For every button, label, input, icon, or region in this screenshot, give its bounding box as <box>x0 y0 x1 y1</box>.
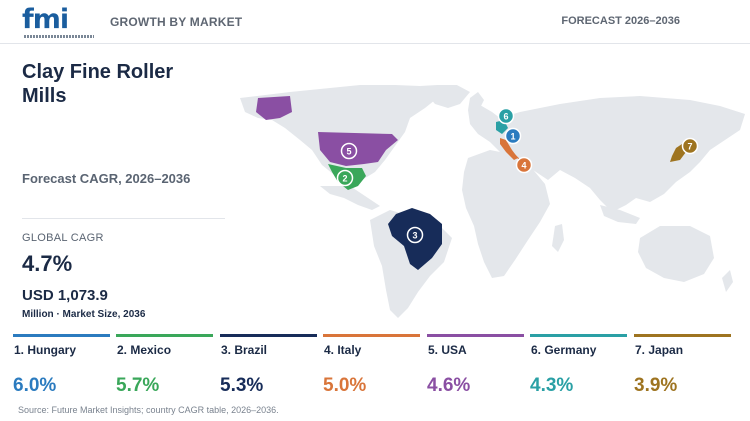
marker-2-mexico: 2 <box>336 169 354 187</box>
marker-1-hungary: 1 <box>504 127 522 145</box>
card-accent-bar <box>634 334 731 337</box>
world-map: 5 2 3 6 1 4 7 <box>240 85 745 318</box>
divider <box>22 218 225 219</box>
market-card-japan[interactable]: 7. Japan 3.9% <box>634 334 731 404</box>
market-card-brazil[interactable]: 3. Brazil 5.3% <box>220 334 317 404</box>
svg-text:2: 2 <box>342 174 347 184</box>
card-accent-bar <box>220 334 317 337</box>
market-name: 3. Brazil <box>221 343 268 357</box>
market-cagr: 5.0% <box>323 375 367 396</box>
market-card-hungary[interactable]: 1. Hungary 6.0% <box>13 334 110 404</box>
market-cards: 1. Hungary 6.0% 2. Mexico 5.7% 3. Brazil… <box>13 334 737 404</box>
card-accent-bar <box>427 334 524 337</box>
market-card-italy[interactable]: 4. Italy 5.0% <box>323 334 420 404</box>
marker-5-usa: 5 <box>340 142 358 160</box>
world-land <box>240 85 745 318</box>
card-accent-bar <box>13 334 110 337</box>
header-bar: fmi GROWTH BY MARKET FORECAST 2026–2036 <box>0 0 750 44</box>
japan-shape <box>670 144 686 162</box>
source-note: Source: Future Market Insights; country … <box>18 405 279 415</box>
market-cagr: 3.9% <box>634 375 678 396</box>
marker-4-italy: 4 <box>515 156 533 174</box>
logo-tagline-mark <box>24 35 94 38</box>
market-card-germany[interactable]: 6. Germany 4.3% <box>530 334 627 404</box>
market-name: 6. Germany <box>531 343 597 357</box>
marker-7-japan: 7 <box>681 137 699 155</box>
market-name: 5. USA <box>428 343 467 357</box>
svg-text:5: 5 <box>346 147 351 157</box>
svg-text:4: 4 <box>521 161 526 171</box>
market-cagr: 4.3% <box>530 375 574 396</box>
marker-3-brazil: 3 <box>406 226 424 244</box>
card-accent-bar <box>116 334 213 337</box>
page-title: Clay Fine Roller Mills <box>22 61 174 107</box>
header-forecast-label: FORECAST 2026–2036 <box>561 15 680 27</box>
usa-shape <box>256 96 398 166</box>
market-name: 1. Hungary <box>14 343 77 357</box>
global-cagr-label: GLOBAL CAGR <box>22 232 104 244</box>
market-size-value: USD 1,073.9 <box>22 287 108 304</box>
global-cagr-value: 4.7% <box>22 251 73 276</box>
market-cagr: 4.6% <box>427 375 471 396</box>
market-name: 2. Mexico <box>117 343 172 357</box>
svg-text:1: 1 <box>510 132 515 142</box>
market-name: 7. Japan <box>635 343 684 357</box>
svg-text:7: 7 <box>687 142 692 152</box>
svg-text:3: 3 <box>412 231 417 241</box>
logo-wordmark: fmi <box>22 4 69 35</box>
market-card-mexico[interactable]: 2. Mexico 5.7% <box>116 334 213 404</box>
market-cagr: 6.0% <box>13 375 57 396</box>
marker-6-germany: 6 <box>497 107 515 125</box>
market-cagr: 5.7% <box>116 375 160 396</box>
header-section-label: GROWTH BY MARKET <box>110 15 243 29</box>
market-name: 4. Italy <box>324 343 362 357</box>
market-size-caption: Million · Market Size, 2036 <box>22 309 146 320</box>
svg-text:6: 6 <box>503 112 508 122</box>
fmi-logo[interactable]: fmi <box>22 6 94 42</box>
page-subtitle: Forecast CAGR, 2026–2036 <box>22 171 191 186</box>
market-cagr: 5.3% <box>220 375 264 396</box>
card-accent-bar <box>323 334 420 337</box>
market-card-usa[interactable]: 5. USA 4.6% <box>427 334 524 404</box>
card-accent-bar <box>530 334 627 337</box>
